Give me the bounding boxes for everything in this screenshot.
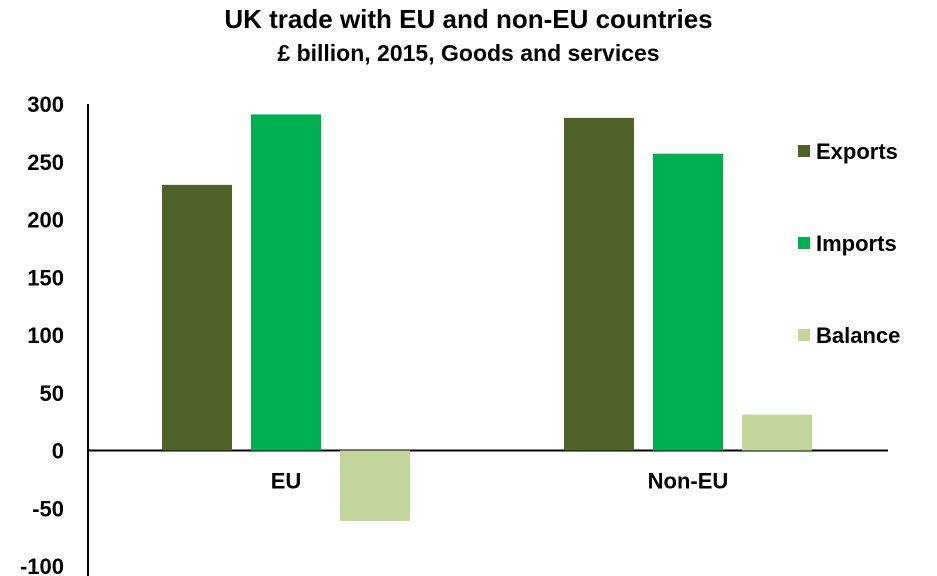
legend-swatch-exports	[798, 145, 810, 157]
legend-swatch-imports	[798, 237, 810, 249]
y-tick-label: 200	[27, 208, 64, 233]
y-tick-label: 150	[27, 265, 64, 290]
y-tick-label: 300	[27, 92, 64, 117]
category-label: Non-EU	[648, 469, 729, 494]
bar-imports-eu	[251, 114, 321, 451]
bar-exports-eu	[162, 184, 232, 451]
y-tick-label: -50	[32, 496, 64, 521]
legend-swatch-balance	[798, 329, 810, 341]
bar-balance-non-eu	[742, 414, 812, 451]
bar-imports-non-eu	[653, 153, 723, 451]
y-tick-label: 250	[27, 150, 64, 175]
bar-exports-non-eu	[564, 117, 634, 451]
y-tick-label: 50	[40, 381, 64, 406]
y-tick-label: 0	[52, 439, 64, 464]
y-tick-label: 100	[27, 323, 64, 348]
y-tick-label: -100	[20, 554, 64, 576]
legend-label-exports: Exports	[816, 139, 898, 164]
chart-title: UK trade with EU and non-EU countries	[224, 4, 713, 34]
bar-balance-eu	[340, 450, 410, 521]
legend-label-imports: Imports	[816, 231, 897, 256]
chart-subtitle: £ billion, 2015, Goods and services	[277, 40, 660, 66]
category-label: EU	[271, 469, 302, 494]
legend-label-balance: Balance	[816, 323, 900, 348]
